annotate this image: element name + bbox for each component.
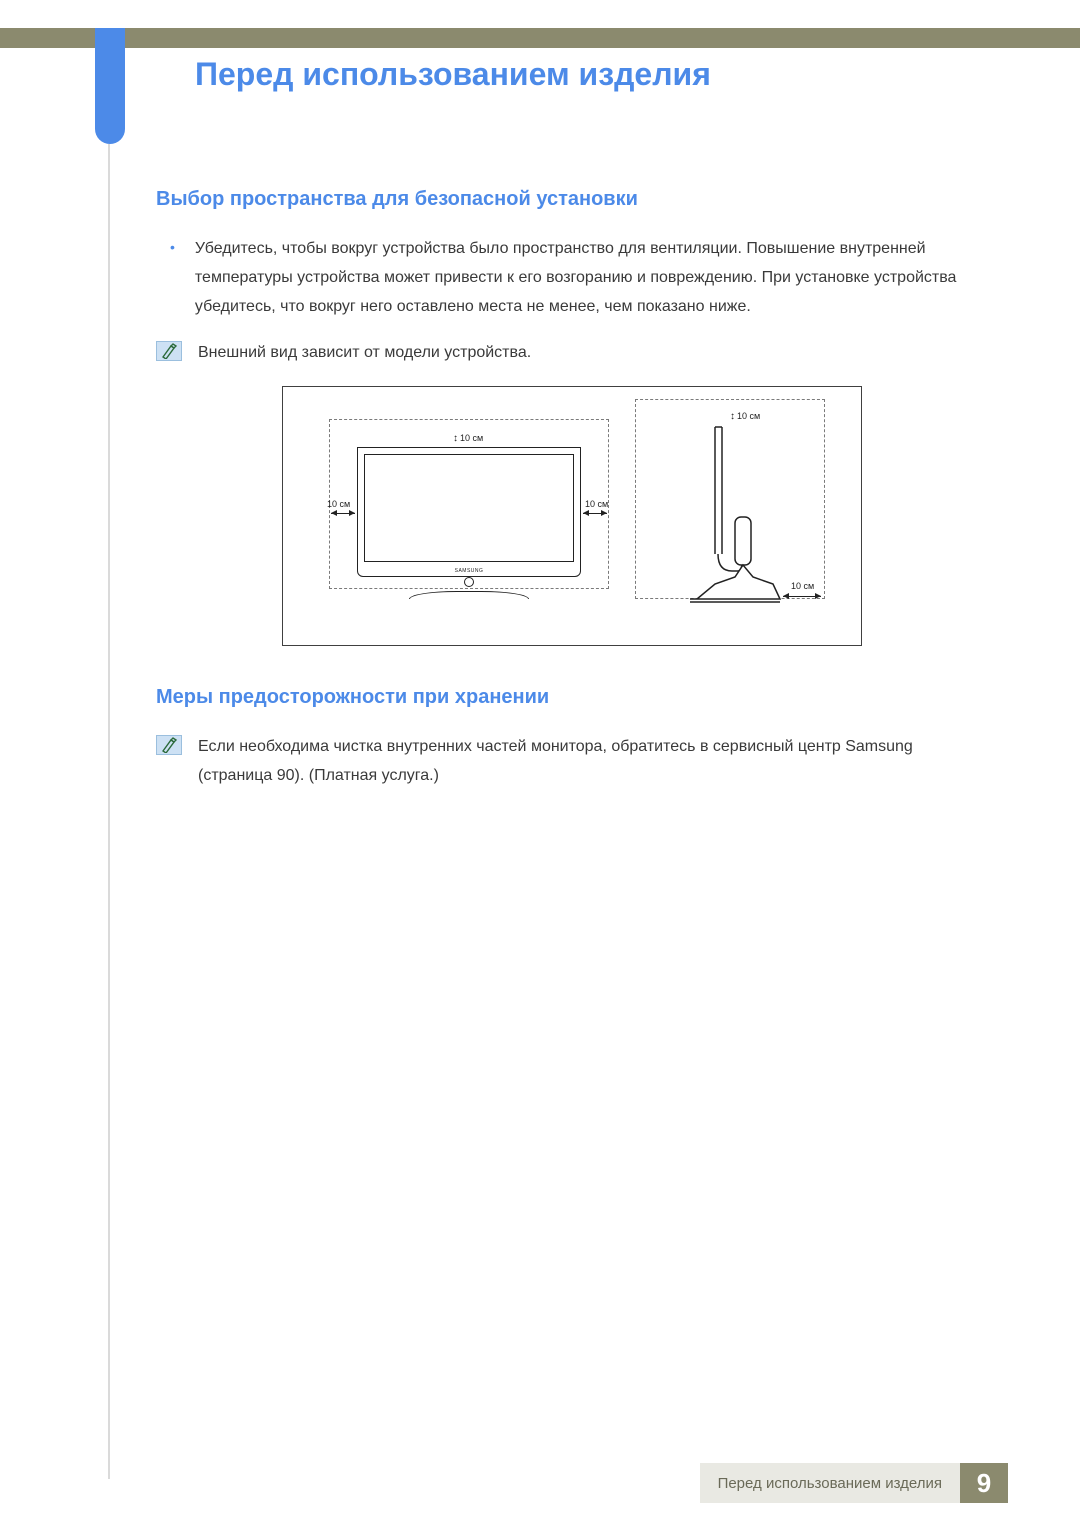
clearance-left-label: 10 см <box>327 499 350 509</box>
note-row: Внешний вид зависит от модели устройства… <box>156 339 988 368</box>
footer-page-number: 9 <box>960 1463 1008 1503</box>
top-bar <box>0 28 1080 48</box>
bullet-marker: • <box>170 235 175 321</box>
page-title: Перед использованием изделия <box>195 56 711 93</box>
clearance-back-label: 10 см <box>791 581 814 591</box>
bullet-text: Убедитесь, чтобы вокруг устройства было … <box>195 235 988 321</box>
note-row-storage: Если необходима чистка внутренних частей… <box>156 733 988 791</box>
clearance-right-arrow <box>583 513 607 514</box>
left-margin-line <box>108 144 110 1479</box>
clearance-top-side-label: ↕10 см <box>730 411 760 422</box>
stand-base-front <box>409 591 529 599</box>
monitor-side-svg <box>635 399 825 629</box>
clearance-top-label: ↕10 см <box>453 433 483 444</box>
monitor-brand-label: SAMSUNG <box>455 568 484 574</box>
clearance-back-arrow <box>783 596 821 597</box>
section-heading-storage: Меры предосторожности при хранении <box>156 686 988 709</box>
clearance-left-arrow <box>331 513 355 514</box>
monitor-front-view: SAMSUNG ↕10 см 10 см 10 см <box>329 419 609 619</box>
section-storage: Меры предосторожности при хранении Если … <box>156 686 988 791</box>
content-area: Выбор пространства для безопасной устано… <box>156 188 988 809</box>
note-icon <box>156 341 182 361</box>
footer-bar: Перед использованием изделия 9 <box>0 1463 1080 1503</box>
section-heading-installation: Выбор пространства для безопасной устано… <box>156 188 988 211</box>
note-text-storage: Если необходима чистка внутренних частей… <box>198 733 988 791</box>
footer-chapter-label: Перед использованием изделия <box>700 1463 960 1503</box>
left-accent-tab <box>95 28 125 144</box>
bullet-item: • Убедитесь, чтобы вокруг устройства был… <box>156 235 988 321</box>
monitor-body-front: SAMSUNG <box>357 447 581 577</box>
monitor-side-view: ↕10 см 10 см <box>635 399 825 629</box>
clearance-right-label: 10 см <box>585 499 608 509</box>
note-icon <box>156 735 182 755</box>
stand-neck <box>464 577 474 587</box>
note-text: Внешний вид зависит от модели устройства… <box>198 339 531 368</box>
clearance-diagram: SAMSUNG ↕10 см 10 см 10 см <box>282 386 862 646</box>
monitor-screen <box>364 454 574 562</box>
